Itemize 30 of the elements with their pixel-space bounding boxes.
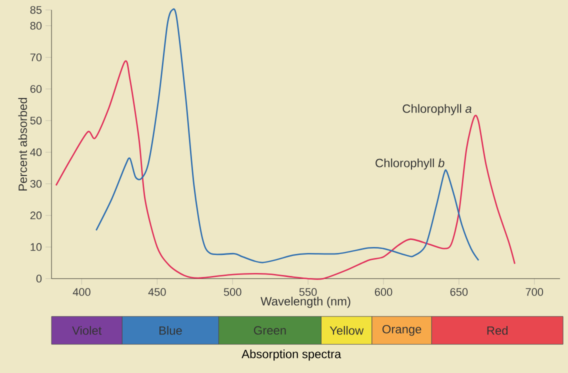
text: Green [254, 326, 286, 335]
y-tick-label: 80 [30, 22, 42, 30]
y-tick-label: 10 [30, 243, 42, 251]
series-label: Chlorophyll b [376, 158, 444, 170]
y-tick-label: 40 [30, 148, 42, 156]
y-tick-label: 70 [30, 53, 42, 62]
y-tick-label: 50 [30, 116, 42, 124]
x-tick-label: 700 [526, 288, 544, 296]
y-tick-label: 60 [30, 85, 42, 93]
text: Blue [159, 326, 182, 335]
y-tick-label: 30 [30, 180, 42, 188]
line-series [55, 61, 516, 280]
text: Violet [72, 326, 102, 335]
text: Orange [382, 324, 422, 336]
text: Red [487, 326, 508, 335]
y-axis-title: Percent absorbed [18, 98, 28, 190]
x-tick-label: 550 [299, 288, 317, 296]
y-tick-label: 0 [36, 274, 42, 282]
x-tick-label: 500 [224, 288, 242, 296]
text: Absorption spectra [242, 349, 342, 361]
x-tick-label: 450 [148, 288, 166, 296]
x-tick-label: 400 [72, 288, 90, 296]
series-label: Chlorophyll a [402, 104, 472, 116]
line-series [95, 9, 480, 264]
y-tick-label: 20 [30, 211, 42, 220]
text: Yellow [330, 326, 364, 335]
y-tick-label: 85 [30, 6, 42, 14]
x-tick-label: 600 [374, 288, 392, 296]
x-tick-label: 650 [450, 288, 468, 296]
x-axis-title: Wavelength (nm) [260, 296, 350, 308]
